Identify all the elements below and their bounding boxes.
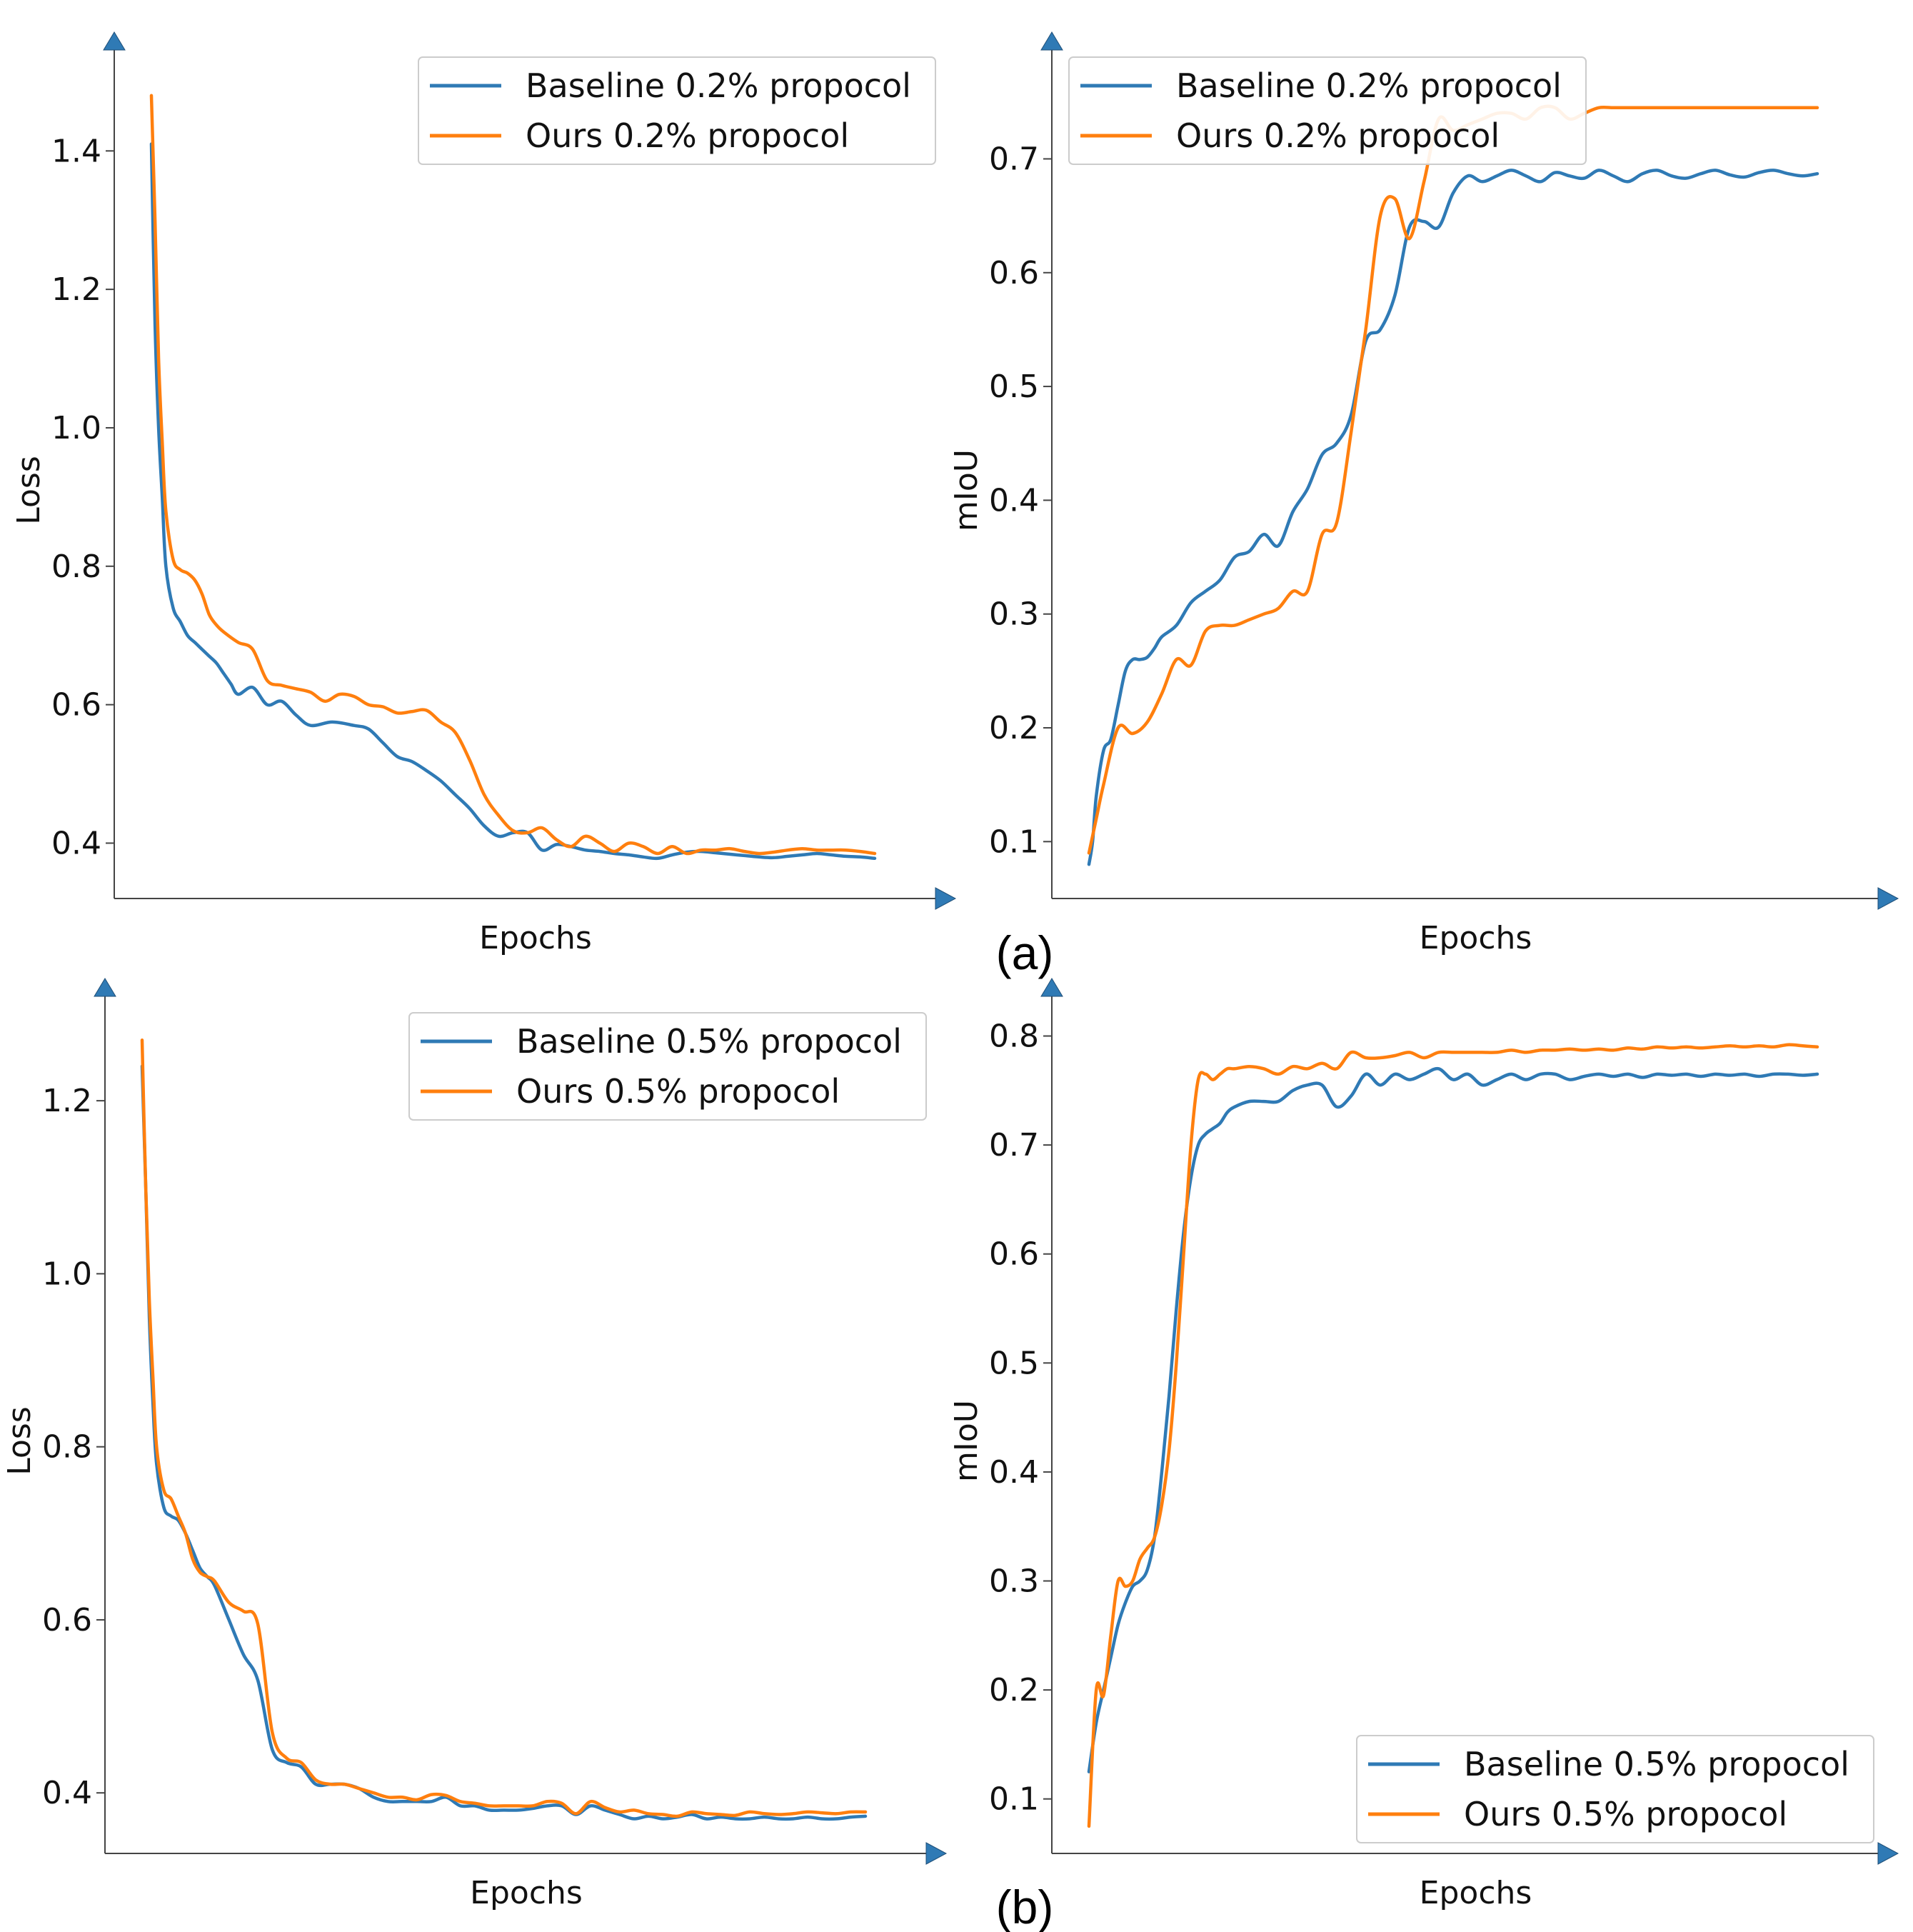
series-line-baseline	[1087, 1066, 1819, 1773]
panel-label-b: (b)	[996, 1881, 1054, 1932]
chart-miou-0-5: 0.1 0.2 0.3 0.4 0.5 0.6 0.7 0.8 Epochs mIoU Baseli…	[948, 978, 1899, 1911]
y-tick-label: 0.8	[51, 549, 101, 585]
legend: Baseline 0.5% propocol Ours 0.5% propocol	[408, 1012, 927, 1121]
series-line-ours	[140, 1038, 868, 1818]
legend: Baseline 0.2% propocol Ours 0.2% propocol	[1068, 56, 1587, 165]
y-tick-label: 0.6	[42, 1602, 92, 1638]
y-axis-arrow-icon	[103, 31, 126, 51]
legend-frame	[408, 1012, 927, 1121]
y-tick-label: 0.8	[989, 1018, 1039, 1055]
y-tick-label: 1.0	[42, 1256, 92, 1292]
legend-label: Ours 0.5% propocol	[1464, 1795, 1787, 1833]
y-tick-label: 0.6	[989, 1236, 1039, 1273]
legend-frame	[1356, 1735, 1874, 1843]
y-tick-label: 0.2	[989, 1672, 1039, 1708]
legend-label: Ours 0.2% propocol	[526, 116, 849, 155]
y-tick-label: 0.4	[989, 1454, 1039, 1491]
legend-label: Baseline 0.5% propocol	[1464, 1745, 1849, 1783]
legend-label: Baseline 0.2% propocol	[526, 66, 911, 105]
x-axis-label: Epochs	[479, 920, 592, 956]
series-line-baseline	[140, 1064, 868, 1821]
x-axis-label: Epochs	[1420, 1875, 1532, 1911]
y-axis-arrow-icon	[94, 978, 116, 997]
series-line-ours	[1087, 1043, 1819, 1828]
legend-frame	[1068, 56, 1587, 165]
x-axis-label: Epochs	[1420, 920, 1532, 956]
legend-label: Ours 0.5% propocol	[516, 1072, 840, 1111]
y-tick-label: 1.2	[51, 271, 101, 308]
y-axis-arrow-icon	[1040, 31, 1063, 51]
panel-label-a: (a)	[996, 926, 1054, 979]
series-line-ours	[149, 94, 877, 856]
legend-frame	[418, 56, 936, 165]
legend: Baseline 0.2% propocol Ours 0.2% propocol	[418, 56, 936, 165]
y-tick-label: 0.4	[42, 1775, 92, 1811]
y-tick-label: 0.2	[989, 710, 1039, 746]
y-axis-arrow-icon	[1040, 978, 1063, 997]
y-tick-label: 0.1	[989, 824, 1039, 860]
y-tick-label: 0.6	[51, 687, 101, 724]
legend: Baseline 0.5% propocol Ours 0.5% propocol	[1356, 1735, 1874, 1843]
legend-label: Ours 0.2% propocol	[1176, 116, 1500, 155]
y-axis-label: Loss	[1, 1406, 38, 1476]
y-axis-label: mIoU	[948, 1400, 985, 1482]
y-tick-label: 0.3	[989, 596, 1039, 633]
series-line-baseline	[1087, 169, 1819, 866]
y-tick-label: 1.0	[51, 410, 101, 446]
chart-miou-0-2: 0.1 0.2 0.3 0.4 0.5 0.6 0.7 Epochs mIoU Baseline …	[948, 31, 1899, 956]
legend-label: Baseline 0.2% propocol	[1176, 66, 1562, 105]
y-tick-label: 0.4	[51, 825, 101, 861]
chart-loss-0-5: 0.4 0.6 0.8 1.0 1.2 Epochs Loss Baseline 0.5% p…	[1, 978, 948, 1911]
y-tick-label: 0.6	[989, 255, 1039, 291]
chart-loss-0-2: 0.4 0.6 0.8 1.0 1.2 1.4 Epochs Loss Baseline 0.2…	[11, 31, 957, 956]
y-tick-label: 1.4	[51, 133, 101, 169]
y-tick-label: 0.4	[989, 482, 1039, 519]
y-tick-label: 0.1	[989, 1781, 1039, 1818]
y-tick-label: 0.8	[42, 1429, 92, 1466]
y-tick-label: 0.3	[989, 1563, 1039, 1600]
y-axis-label: Loss	[11, 456, 47, 525]
y-axis-label: mIoU	[948, 449, 985, 531]
y-tick-label: 0.7	[989, 1127, 1039, 1163]
series-line-baseline	[149, 142, 877, 861]
x-axis-arrow-icon	[925, 1842, 948, 1865]
x-axis-arrow-icon	[1877, 887, 1899, 910]
x-axis-label: Epochs	[470, 1875, 583, 1911]
x-axis-arrow-icon	[935, 887, 957, 910]
y-tick-label: 0.5	[989, 369, 1039, 405]
y-tick-label: 1.2	[42, 1083, 92, 1119]
y-tick-label: 0.5	[989, 1345, 1039, 1381]
series-line-ours	[1087, 104, 1819, 855]
legend-label: Baseline 0.5% propocol	[516, 1022, 902, 1061]
y-tick-label: 0.7	[989, 141, 1039, 177]
x-axis-arrow-icon	[1877, 1842, 1899, 1865]
